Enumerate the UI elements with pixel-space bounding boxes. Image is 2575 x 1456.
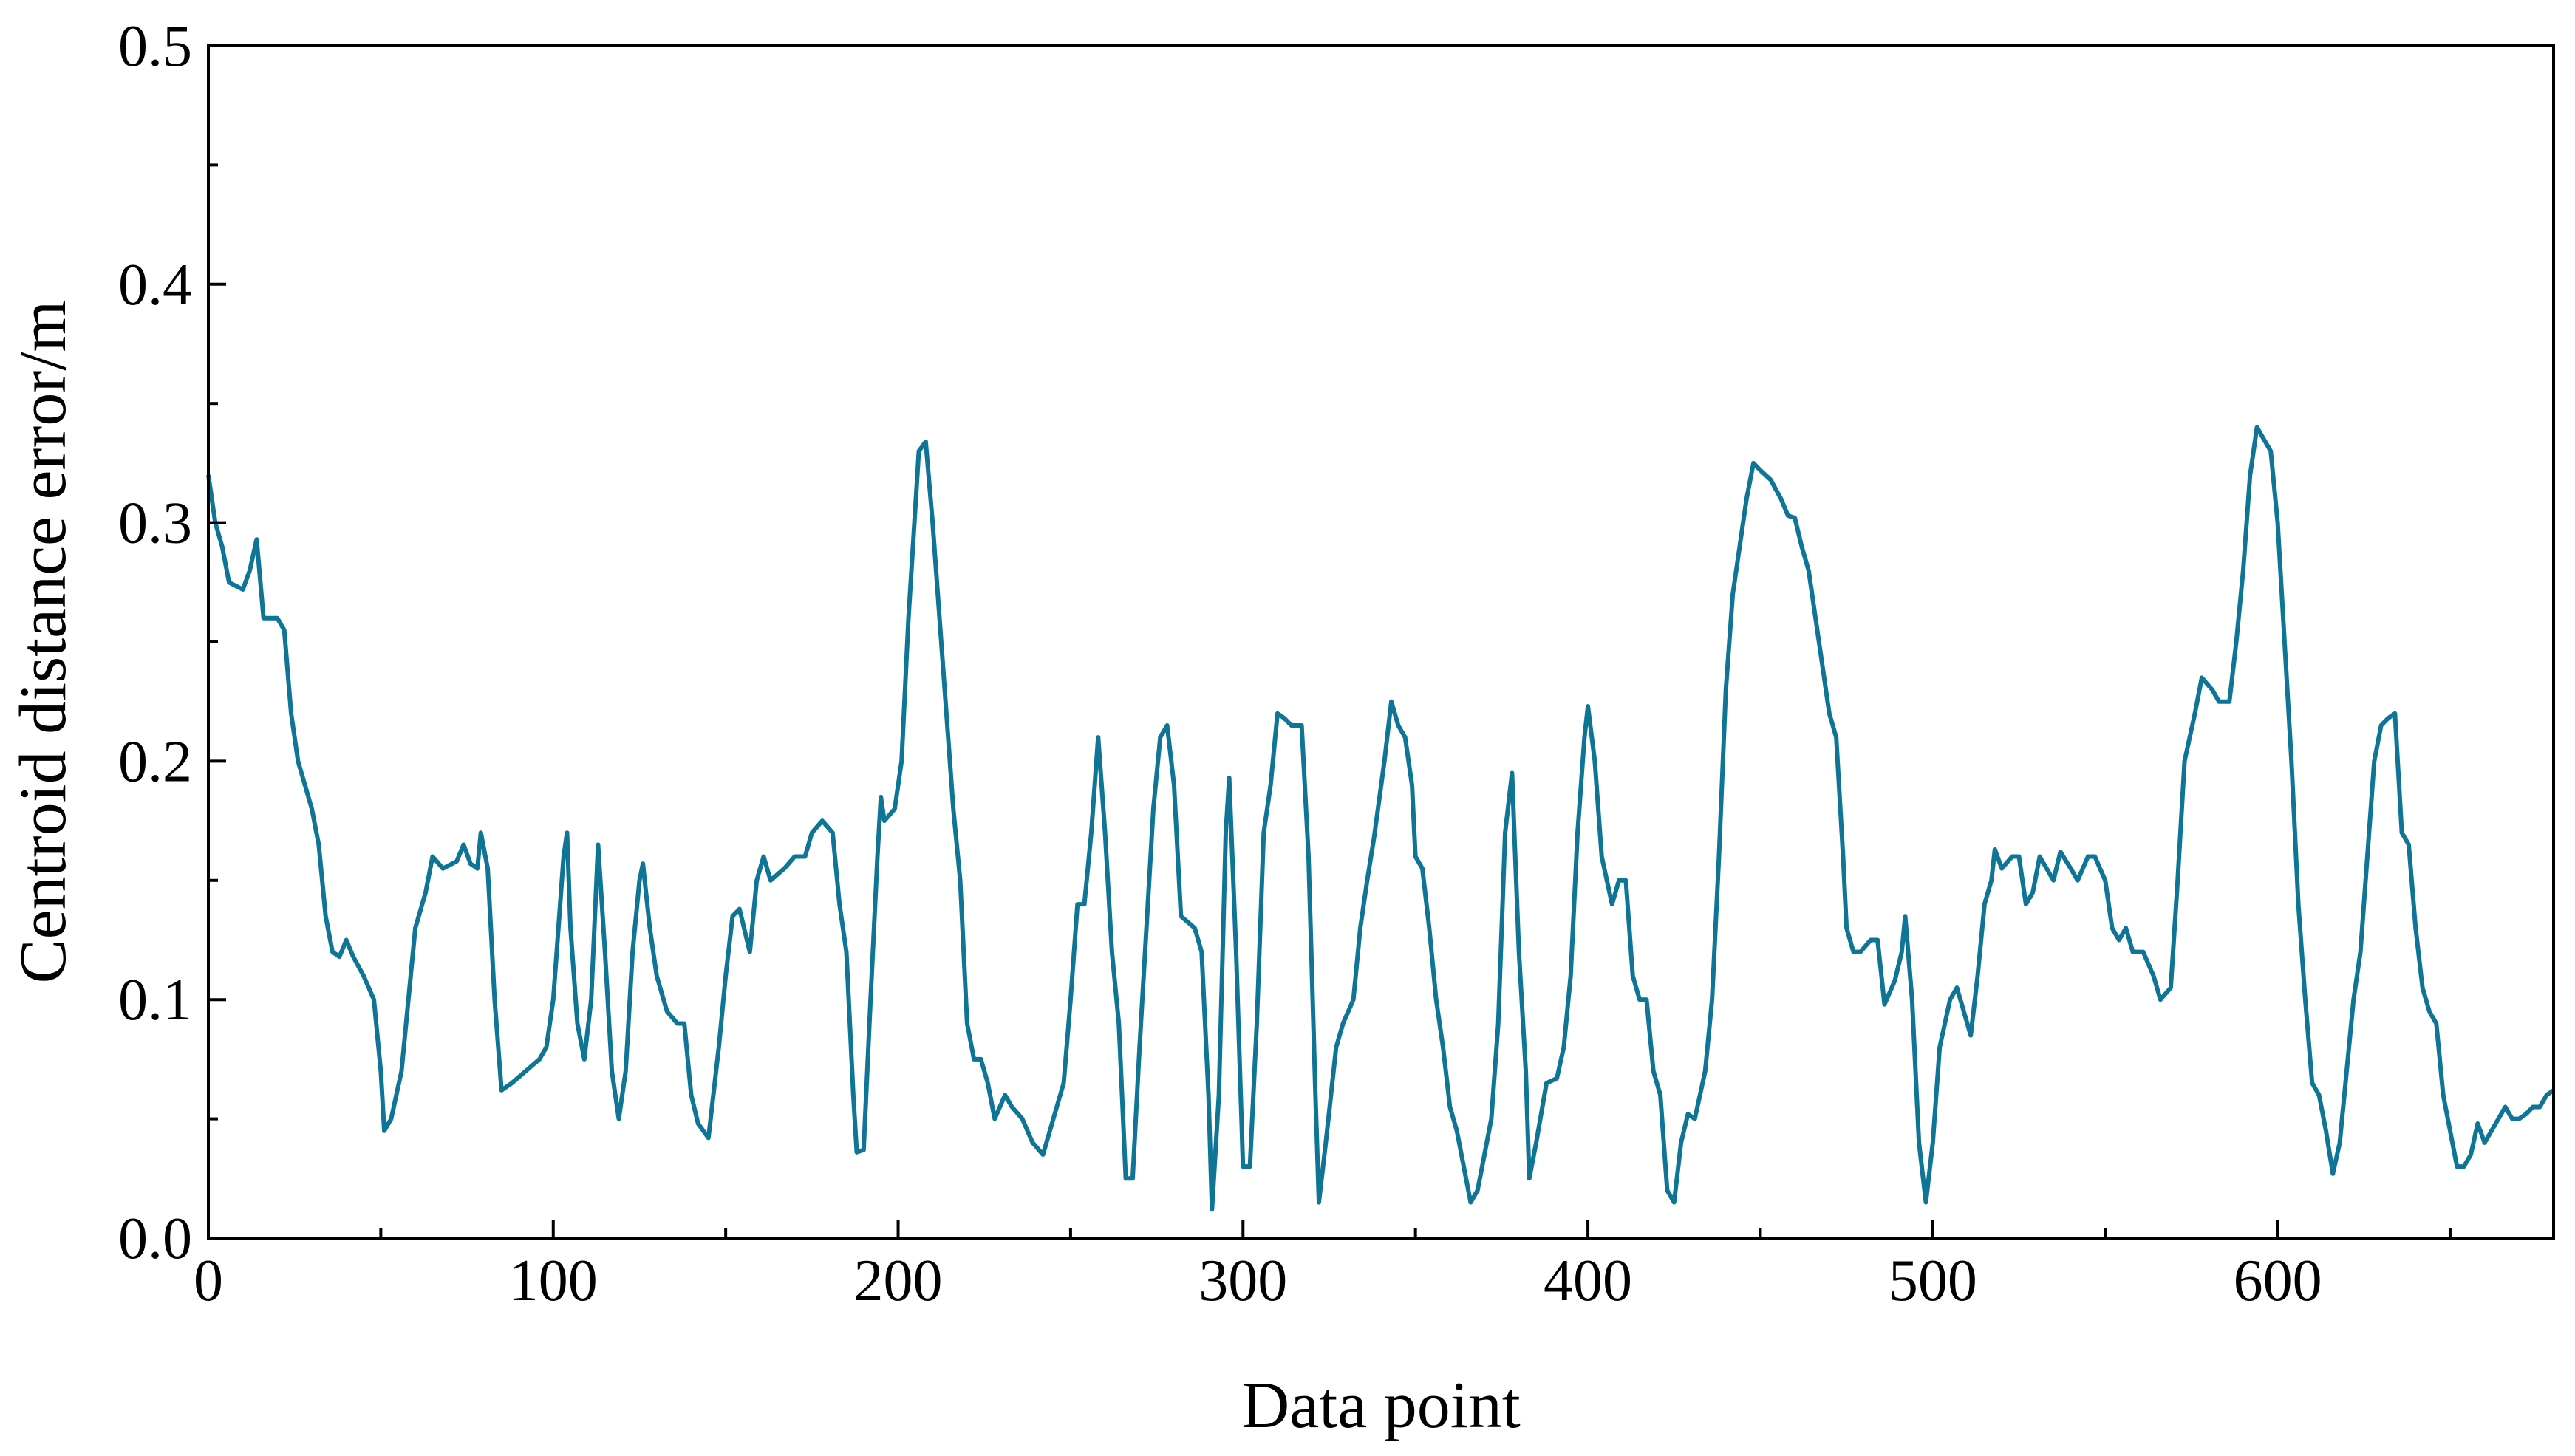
x-tick-label: 100 bbox=[509, 1248, 598, 1313]
data-line bbox=[206, 425, 2555, 1212]
y-tick-label: 0.5 bbox=[118, 14, 192, 79]
x-tick-label: 500 bbox=[1889, 1248, 1977, 1313]
y-tick-label: 0.4 bbox=[118, 253, 192, 318]
x-tick-label: 200 bbox=[854, 1248, 943, 1313]
y-axis-label: Centroid distance error/m bbox=[7, 301, 80, 984]
x-tick-label: 600 bbox=[2234, 1248, 2322, 1313]
y-tick-label: 0.1 bbox=[118, 968, 192, 1033]
x-tick-label: 0 bbox=[194, 1248, 223, 1313]
plot-frame bbox=[207, 44, 2555, 1240]
x-tick-label: 400 bbox=[1544, 1248, 1632, 1313]
y-tick-label: 0.3 bbox=[118, 491, 192, 556]
x-tick-label: 300 bbox=[1198, 1248, 1287, 1313]
y-tick-label: 0.0 bbox=[118, 1206, 192, 1271]
x-axis-label: Data point bbox=[1241, 1369, 1520, 1442]
y-tick-label: 0.2 bbox=[118, 729, 192, 794]
